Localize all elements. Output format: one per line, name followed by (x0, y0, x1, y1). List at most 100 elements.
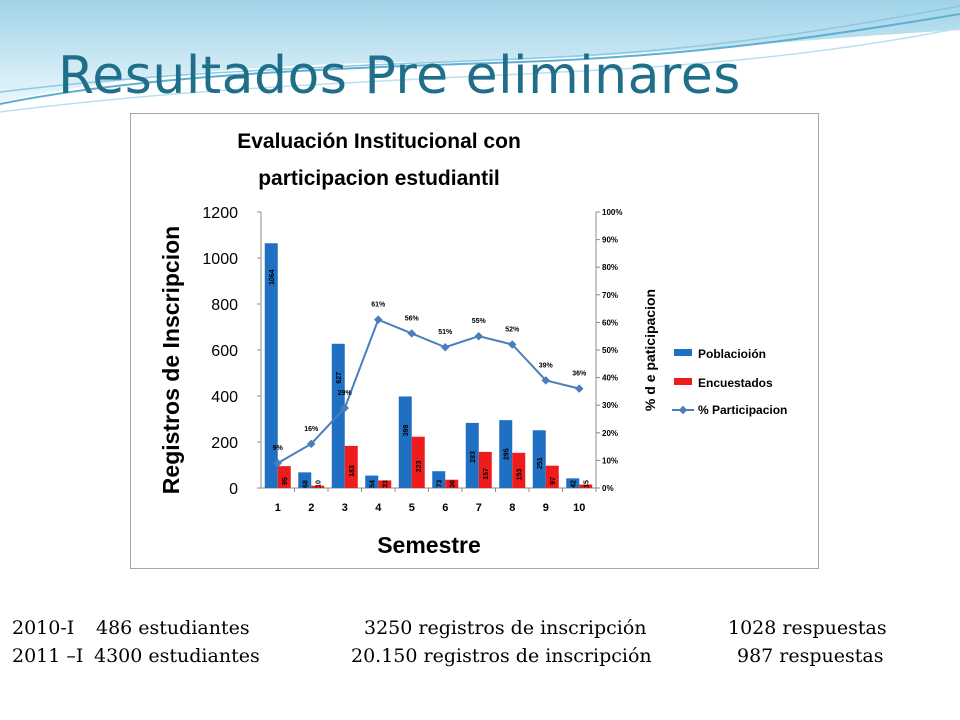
encuestados-value-label: 15 (583, 480, 590, 488)
chart-title-line1: Evaluación Institucional con (237, 130, 521, 153)
y2-axis-title: % d e paticipacion (642, 289, 658, 411)
participacion-point (340, 403, 349, 413)
x-tick-label: 5 (409, 502, 415, 514)
x-tick-label: 6 (442, 502, 448, 514)
y2-tick-label: 100% (602, 208, 622, 217)
poblacion-value-label: 627 (336, 372, 343, 384)
y-tick-label: 1200 (202, 205, 238, 222)
participacion-value-label: 61% (371, 302, 386, 309)
encuestados-value-label: 223 (416, 460, 423, 472)
poblacion-value-label: 68 (302, 480, 309, 488)
note-2010-responses: 1028 respuestas (728, 617, 887, 639)
participacion-point (474, 331, 483, 341)
encuestados-value-label: 157 (483, 468, 490, 480)
x-tick-label: 4 (375, 502, 382, 514)
x-tick-label: 8 (509, 502, 515, 514)
y2-tick-label: 40% (602, 374, 618, 383)
encuestados-bar (545, 465, 559, 488)
participacion-value-label: 51% (438, 329, 453, 336)
poblacion-bar (465, 422, 479, 488)
participacion-point (441, 342, 450, 352)
legend-label-encuestados: Encuestados (698, 376, 773, 390)
participacion-value-label: 39% (539, 362, 554, 369)
participacion-value-label: 56% (405, 315, 420, 322)
y2-tick-label: 70% (602, 291, 618, 300)
x-tick-label: 7 (476, 502, 482, 514)
y2-tick-label: 80% (602, 263, 618, 272)
encuestados-bar (478, 451, 492, 488)
y2-tick-label: 90% (602, 236, 618, 245)
participacion-value-label: 55% (472, 318, 487, 325)
x-tick-label: 10 (573, 502, 585, 514)
poblacion-bar (264, 243, 278, 488)
encuestados-value-label: 153 (516, 468, 523, 480)
encuestados-value-label: 10 (315, 480, 322, 488)
encuestados-bar (579, 484, 593, 488)
x-tick-label: 2 (308, 502, 314, 514)
poblacion-value-label: 251 (537, 457, 544, 469)
participacion-point (541, 376, 550, 385)
participation-chart: Evaluación Institucional con participacio… (158, 130, 787, 558)
note-2011-registrations: 20.150 registros de inscripción (351, 645, 652, 667)
poblacion-value-label: 54 (369, 480, 376, 488)
legend-swatch-encuestados (674, 378, 692, 385)
poblacion-value-label: 73 (436, 480, 443, 488)
encuestados-bar (311, 485, 325, 488)
encuestados-value-label: 33 (382, 480, 389, 488)
x-tick-label: 1 (275, 502, 281, 514)
encuestados-bar (277, 466, 291, 488)
y2-tick-label: 20% (602, 429, 618, 438)
participacion-point (575, 384, 584, 393)
legend-label-poblacion: Poblacioión (698, 347, 766, 361)
poblacion-bar (532, 430, 546, 488)
note-2011-period: 2011 –I (12, 645, 84, 667)
encuestados-value-label: 183 (349, 465, 356, 477)
poblacion-value-label: 42 (570, 480, 577, 488)
participacion-line (277, 318, 580, 465)
y2-tick-label: 50% (602, 346, 618, 355)
encuestados-bar (344, 445, 358, 488)
participacion-value-label: 36% (572, 371, 587, 378)
x-tick-label: 3 (342, 502, 348, 514)
poblacion-value-label: 283 (470, 451, 477, 463)
encuestados-value-label: 95 (282, 477, 289, 485)
poblacion-bar (499, 420, 513, 488)
legend-swatch-poblacion (674, 349, 692, 356)
poblacion-bar (566, 478, 580, 488)
participacion-point (374, 315, 383, 324)
legend-label-participacion: % Participacion (698, 403, 787, 417)
note-2010-registrations: 3250 registros de inscripción (364, 617, 647, 639)
x-axis-title: Semestre (377, 532, 481, 558)
poblacion-value-label: 295 (503, 448, 510, 460)
participacion-point (407, 329, 416, 338)
participacion-point (307, 439, 316, 449)
y2-tick-label: 30% (602, 401, 618, 410)
y-tick-label: 400 (211, 389, 238, 406)
decorative-wave-header (0, 0, 960, 113)
participacion-value-label: 9% (273, 445, 284, 452)
poblacion-bar (398, 396, 412, 488)
y-tick-label: 600 (211, 343, 238, 360)
poblacion-bar (432, 471, 446, 488)
note-2011-students: 4300 estudiantes (94, 645, 260, 667)
poblacion-value-label: 1064 (269, 269, 276, 285)
participacion-value-label: 29% (338, 390, 353, 397)
participacion-point (273, 458, 282, 468)
y2-tick-label: 10% (602, 456, 618, 465)
note-2010-students: 486 estudiantes (96, 617, 250, 639)
note-2010-period: 2010-I (12, 617, 75, 639)
slide-title: Resultados Pre eliminares (58, 46, 741, 106)
y-tick-label: 800 (211, 297, 238, 314)
y-tick-label: 0 (229, 481, 238, 498)
participacion-value-label: 16% (304, 426, 319, 433)
y-tick-label: 1000 (202, 251, 238, 268)
chart-title-line2: participacion estudiantil (258, 167, 500, 190)
poblacion-value-label: 398 (403, 425, 410, 437)
encuestados-bar (378, 480, 392, 488)
encuestados-bar (445, 479, 459, 488)
note-2011-responses: 987 respuestas (737, 645, 884, 667)
poblacion-bar (298, 472, 312, 488)
poblacion-bar (365, 475, 379, 488)
participacion-value-label: 52% (505, 326, 520, 333)
encuestados-value-label: 36 (449, 480, 456, 488)
